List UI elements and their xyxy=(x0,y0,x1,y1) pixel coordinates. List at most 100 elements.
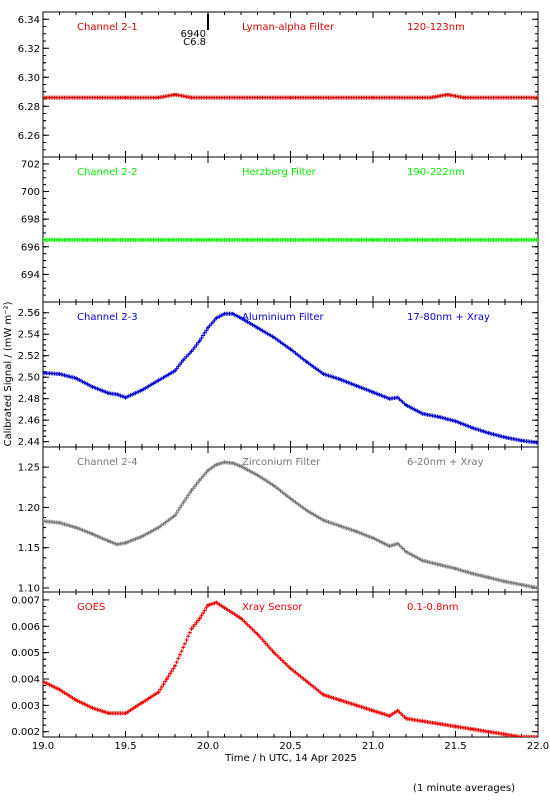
data-point xyxy=(446,93,449,96)
panel-2: 694 696 698 700 702 Channel 2-2 Herzberg Filte… xyxy=(21,156,539,303)
data-point xyxy=(223,606,226,609)
series-5 xyxy=(43,600,538,737)
data-point xyxy=(404,717,408,720)
data-point xyxy=(173,93,177,96)
footnote: (1 minute averages) xyxy=(413,783,515,794)
data-point xyxy=(305,360,309,364)
data-point xyxy=(239,316,243,320)
data-point xyxy=(116,543,119,546)
data-point xyxy=(107,712,111,715)
data-point xyxy=(223,312,226,315)
data-point xyxy=(272,336,276,339)
y-tick-label: 694 xyxy=(21,270,40,281)
data-point xyxy=(289,96,292,99)
data-point xyxy=(338,378,342,381)
data-point xyxy=(231,461,234,465)
data-point xyxy=(256,474,259,477)
data-point xyxy=(487,431,490,435)
data-point xyxy=(289,667,292,670)
data-markers xyxy=(43,600,538,737)
data-point xyxy=(437,415,441,419)
data-point xyxy=(388,714,391,718)
data-point xyxy=(173,514,177,517)
data-point xyxy=(140,701,144,704)
data-point xyxy=(305,680,309,683)
y-tick-label: 1.15 xyxy=(18,543,40,554)
data-point xyxy=(503,436,507,439)
data-markers xyxy=(43,237,538,242)
filter-label: Aluminium Filter xyxy=(242,312,325,323)
data-point xyxy=(190,96,193,99)
series-4 xyxy=(43,460,538,590)
data-markers xyxy=(43,460,538,590)
data-point xyxy=(231,312,234,315)
y-tick-label: 6.30 xyxy=(18,73,40,84)
data-point xyxy=(198,617,201,620)
data-point xyxy=(190,489,193,492)
y-tick-label: 1.25 xyxy=(18,463,40,474)
data-point xyxy=(429,96,432,99)
data-point xyxy=(206,326,210,329)
data-point xyxy=(182,501,185,504)
data-point xyxy=(503,733,507,736)
filter-label: Herzberg Filter xyxy=(242,167,317,178)
data-point xyxy=(182,358,185,362)
y-tick-label: 0.007 xyxy=(11,595,40,606)
x-tick-label: 19.5 xyxy=(114,741,136,752)
channel-label: Channel 2-1 xyxy=(77,22,138,33)
data-point xyxy=(396,396,399,399)
data-point xyxy=(487,730,490,733)
data-point xyxy=(91,532,94,536)
data-point xyxy=(215,601,218,604)
data-point xyxy=(536,586,538,590)
data-point xyxy=(124,712,127,715)
data-point xyxy=(215,463,218,466)
data-point xyxy=(124,396,127,399)
data-point xyxy=(206,604,210,607)
data-point xyxy=(462,96,465,99)
band-label: 6-20nm + Xray xyxy=(407,457,484,468)
data-point xyxy=(421,412,424,415)
data-point xyxy=(421,720,424,723)
data-point xyxy=(404,550,408,553)
channel-label: GOES xyxy=(77,602,105,613)
data-point xyxy=(74,698,78,702)
data-point xyxy=(371,238,375,242)
data-point xyxy=(470,727,474,731)
data-point xyxy=(355,384,358,387)
data-point xyxy=(43,680,45,683)
y-tick-label: 2.56 xyxy=(18,308,40,319)
data-point xyxy=(272,484,276,487)
data-point xyxy=(520,439,523,442)
data-point xyxy=(322,693,325,696)
data-point xyxy=(124,96,127,99)
data-point xyxy=(388,397,391,400)
series-2 xyxy=(43,237,538,242)
band-label: 120-123nm xyxy=(407,22,465,33)
y-tick-label: 0.006 xyxy=(11,622,40,633)
data-point xyxy=(536,441,538,444)
data-point xyxy=(437,563,441,566)
data-point xyxy=(536,96,538,99)
data-point xyxy=(124,541,127,545)
x-tick-label: 21.5 xyxy=(444,741,466,752)
data-point xyxy=(206,238,210,242)
panel-1: 6.26 6.28 6.30 6.32 6.34 Channel 2-1 Lyman-alp… xyxy=(18,11,539,158)
y-tick-label: 2.48 xyxy=(18,394,40,405)
panel-4: 1.10 1.15 1.20 1.25 Channel 2-4 Zirconium Fil… xyxy=(18,446,539,594)
y-tick-label: 0.002 xyxy=(11,727,40,738)
y-tick-label: 702 xyxy=(21,159,40,170)
data-point xyxy=(58,688,61,691)
y-tick-label: 6.34 xyxy=(18,15,40,26)
band-label: 0.1-0.8nm xyxy=(407,602,459,613)
data-point xyxy=(272,651,276,654)
data-point xyxy=(140,388,144,392)
data-point xyxy=(43,238,45,242)
data-point xyxy=(454,567,457,570)
data-point xyxy=(338,698,342,702)
data-point xyxy=(107,540,111,543)
x-axis-label: Time / h UTC, 14 Apr 2025 xyxy=(224,753,357,764)
x-tick-label: 19.0 xyxy=(32,741,54,752)
data-point xyxy=(396,542,399,545)
